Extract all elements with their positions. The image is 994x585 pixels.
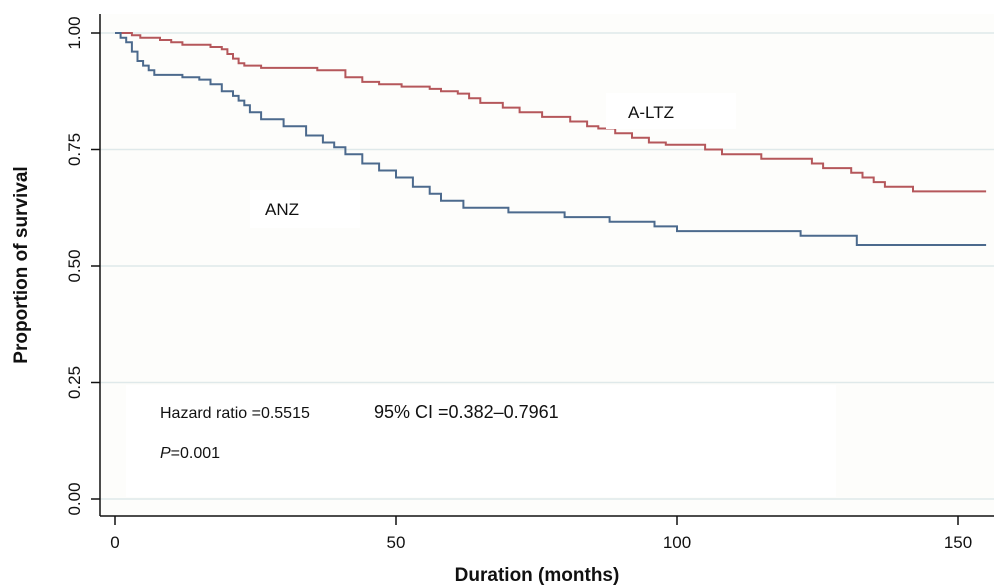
anz-label: ANZ [265,200,299,219]
axes [99,14,994,517]
x-tick-label-2: 100 [663,533,691,552]
y-axis-title: Proportion of survival [11,166,32,363]
series-line-anz [115,32,987,246]
p-value-number: =0.001 [171,445,220,462]
x-tick-label-3: 150 [944,533,972,552]
p-value-letter: P [160,445,171,462]
x-tick-label-0: 0 [110,533,119,552]
a-ltz-label-box [606,93,736,129]
y-tick-label-0: 0.00 [65,482,84,515]
grid-lines [100,32,994,500]
y-tick-label-4: 1.00 [65,16,84,49]
x-tick-label-1: 50 [387,533,406,552]
annotation-box [126,385,836,497]
a-ltz-label: A-LTZ [628,103,674,122]
hazard-ratio-text: Hazard ratio =0.5515 [160,405,310,422]
p-value-text: P=0.001 [160,445,220,462]
y-axis-ticks: 0.00 0.25 0.50 0.75 1.00 [65,16,100,516]
x-axis-ticks: 0 50 100 150 [110,516,972,552]
x-axis-title: Duration (months) [455,565,620,585]
y-tick-label-3: 0.75 [65,133,84,166]
y-tick-label-2: 0.50 [65,249,84,282]
series-line-a-ltz [115,32,987,193]
y-tick-label-1: 0.25 [65,366,84,399]
series-layer [115,32,987,246]
confidence-interval-text: 95% CI =0.382–0.7961 [374,402,559,422]
anz-label-box [250,190,360,228]
